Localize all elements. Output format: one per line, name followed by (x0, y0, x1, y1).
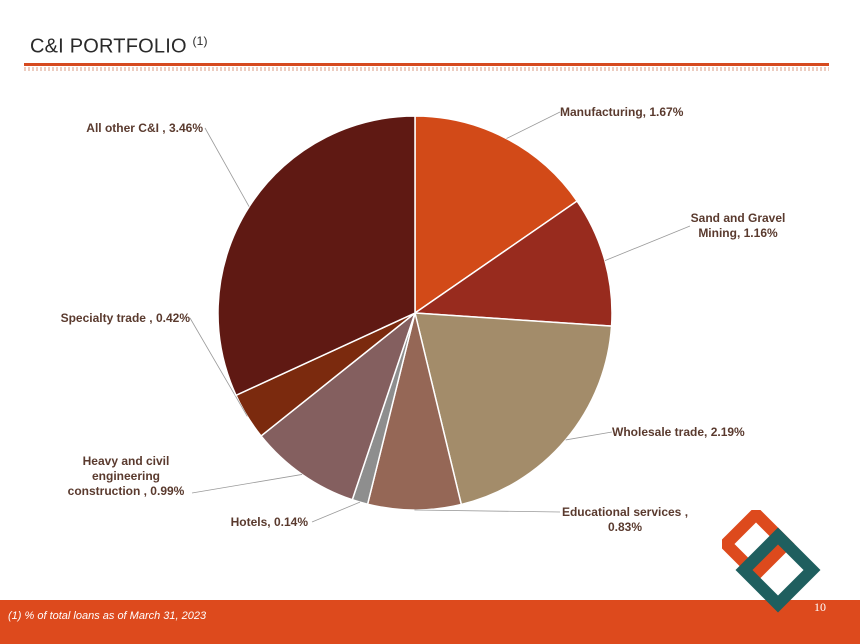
slice-label: Wholesale trade, 2.19% (612, 425, 745, 439)
page-title-text: C&I PORTFOLIO (30, 35, 187, 58)
pie-slice (366, 312, 463, 511)
title-underline (24, 63, 829, 66)
leader-line (189, 317, 248, 417)
leader-line (204, 127, 250, 207)
slice-label: Sand and Gravel Mining, 1.16% (691, 211, 786, 240)
leader-line (506, 111, 561, 139)
slice-label: Manufacturing, 1.67% (560, 105, 684, 119)
leader-line (604, 225, 691, 262)
title-footnote-marker: (1) (192, 34, 208, 48)
pie-chart: Manufacturing, 1.67% Sand and Gravel Minin… (61, 105, 786, 534)
slice-label: Heavy and civil engineering construction ,… (68, 454, 185, 498)
leader-line (414, 509, 561, 513)
pie-slice (414, 115, 579, 315)
footer-bar (0, 600, 860, 644)
logo-teal-diamond (735, 527, 821, 613)
slice-label: All other C&I , 3.46% (86, 121, 203, 135)
page-title: C&I PORTFOLIO (1) (30, 34, 208, 59)
pie-slice (414, 312, 613, 506)
slice-label: Educational services , 0.83% (562, 505, 688, 534)
pie-slice (412, 199, 613, 327)
title-underline-texture (24, 67, 829, 71)
leader-line (191, 474, 303, 494)
company-logo (722, 510, 821, 613)
slice-label: Hotels, 0.14% (231, 515, 309, 529)
page-number: 10 (814, 600, 826, 614)
slice-label: Specialty trade , 0.42% (61, 311, 191, 325)
footnote: (1) % of total loans as of March 31, 202… (8, 610, 207, 622)
leader-line (311, 501, 361, 523)
leader-line (565, 431, 613, 441)
pie-slice (260, 310, 417, 501)
